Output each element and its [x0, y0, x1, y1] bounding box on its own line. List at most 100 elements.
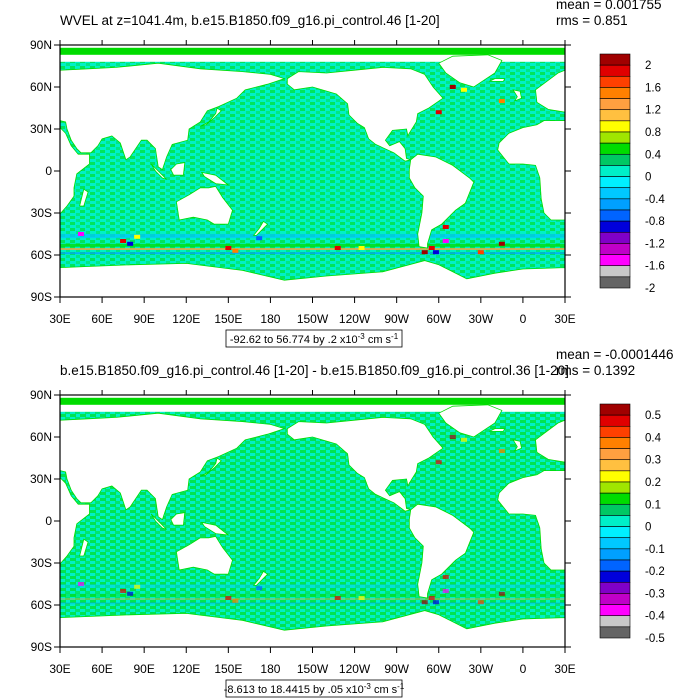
colorbar-label: -0.5 — [645, 633, 665, 645]
extreme-value-cell — [225, 246, 232, 250]
extreme-value-cell — [256, 586, 263, 591]
colorbar-swatch — [599, 254, 631, 267]
x-tick-label: 120W — [339, 312, 371, 326]
range-unit-exp: -1 — [391, 332, 399, 341]
land-westEurNorth — [535, 69, 565, 113]
mean-stat: mean = 0.001755 — [556, 0, 661, 12]
colorbar-swatch — [599, 604, 631, 617]
extreme-value-cell — [232, 598, 239, 603]
y-tick-label: 30N — [30, 122, 52, 136]
extreme-value-cell — [477, 600, 484, 605]
extreme-value-cell — [421, 600, 428, 605]
extreme-value-cell — [334, 596, 341, 600]
land-madagascar — [79, 188, 89, 207]
colorbar-swatch — [599, 593, 631, 605]
extreme-value-cell — [134, 234, 141, 239]
y-tick-label: 60S — [31, 248, 52, 262]
x-tick-label: 60W — [426, 662, 451, 676]
land-antarctica — [60, 610, 565, 647]
arctic-ocean-band — [60, 397, 565, 405]
extreme-value-cell — [449, 435, 456, 439]
colorbar-swatch — [599, 581, 631, 594]
colorbar-swatch — [599, 243, 631, 255]
x-tick-label: 30E — [554, 662, 575, 676]
x-tick-label: 60E — [91, 662, 112, 676]
colorbar-label: 1.6 — [645, 82, 661, 94]
x-tick-label: 150E — [214, 312, 242, 326]
x-tick-label: 30E — [554, 312, 575, 326]
range-exp: -3 — [364, 682, 372, 691]
colorbar-label: 0.4 — [645, 432, 662, 444]
colorbar-label: -0.2 — [645, 566, 665, 578]
extreme-value-cell — [127, 241, 134, 246]
colorbar-swatch — [599, 231, 631, 244]
extreme-value-cell — [225, 596, 232, 600]
map-field — [60, 45, 565, 297]
land-ng — [200, 171, 230, 186]
x-tick-label: 120E — [172, 662, 200, 676]
land-iceland — [489, 78, 506, 82]
extreme-value-cell — [442, 225, 449, 229]
x-tick-label: 30E — [49, 662, 70, 676]
extreme-value-cell — [498, 449, 505, 453]
y-tick-label: 0 — [45, 514, 52, 528]
land-japan — [200, 457, 222, 477]
colorbar-label: -0.4 — [645, 611, 665, 623]
extreme-value-cell — [127, 591, 134, 596]
extreme-value-cell — [358, 596, 365, 600]
colorbar-label: -1.2 — [645, 238, 665, 250]
extreme-value-cell — [428, 246, 435, 250]
colorbar-swatch — [599, 276, 631, 289]
x-tick-label: 90E — [133, 312, 154, 326]
land-eurasia — [60, 62, 286, 171]
y-tick-label: 60N — [30, 80, 52, 94]
colorbar-swatch — [599, 187, 631, 200]
colorbar-swatch — [599, 403, 631, 416]
southern-ocean-band — [60, 252, 565, 255]
colorbar-label: 0.5 — [645, 410, 661, 422]
extreme-value-cell — [232, 248, 239, 253]
map-field — [60, 395, 565, 647]
range-unit: cm s — [365, 334, 392, 346]
y-tick-label: 90S — [31, 640, 52, 654]
x-tick-label: 90W — [384, 662, 409, 676]
x-tick-label: 90E — [133, 662, 154, 676]
land-namerica — [286, 416, 444, 512]
x-tick-label: 60E — [91, 312, 112, 326]
extreme-value-cell — [334, 246, 341, 250]
colorbar-swatch — [599, 153, 631, 166]
colorbar-label: 0.4 — [645, 149, 662, 161]
y-tick-label: 90S — [31, 290, 52, 304]
extreme-value-cell — [498, 591, 505, 596]
range-unit: cm s — [371, 684, 398, 696]
extreme-value-cell — [435, 110, 442, 115]
land-sumatra — [150, 163, 167, 180]
colorbar-swatch — [599, 459, 631, 472]
extreme-value-cell — [358, 246, 365, 250]
extreme-value-cell — [477, 250, 484, 255]
colorbar-swatch — [599, 526, 631, 539]
colorbar-swatch — [599, 414, 631, 427]
extreme-value-cell — [432, 250, 439, 255]
extreme-value-cell — [435, 460, 442, 465]
colorbar-swatch — [599, 448, 631, 461]
colorbar-swatch — [599, 209, 631, 222]
land-ng — [200, 521, 230, 536]
mean-stat: mean = -0.0001446 — [556, 347, 673, 362]
colorbar-swatch — [599, 503, 631, 516]
colorbar-label: -2 — [645, 283, 655, 295]
colorbar-label: 0.8 — [645, 127, 661, 139]
land-eurasia — [60, 412, 286, 521]
y-tick-label: 30S — [31, 556, 52, 570]
x-tick-label: 30W — [468, 312, 493, 326]
land-australia — [175, 185, 233, 225]
extreme-value-cell — [442, 575, 449, 579]
x-tick-label: 150E — [214, 662, 242, 676]
y-tick-label: 60N — [30, 430, 52, 444]
colorbar-swatch — [599, 437, 631, 449]
colorbar-swatch — [599, 198, 631, 211]
extreme-value-cell — [120, 239, 127, 243]
colorbar-swatch — [599, 626, 631, 639]
x-tick-label: 30E — [49, 312, 70, 326]
